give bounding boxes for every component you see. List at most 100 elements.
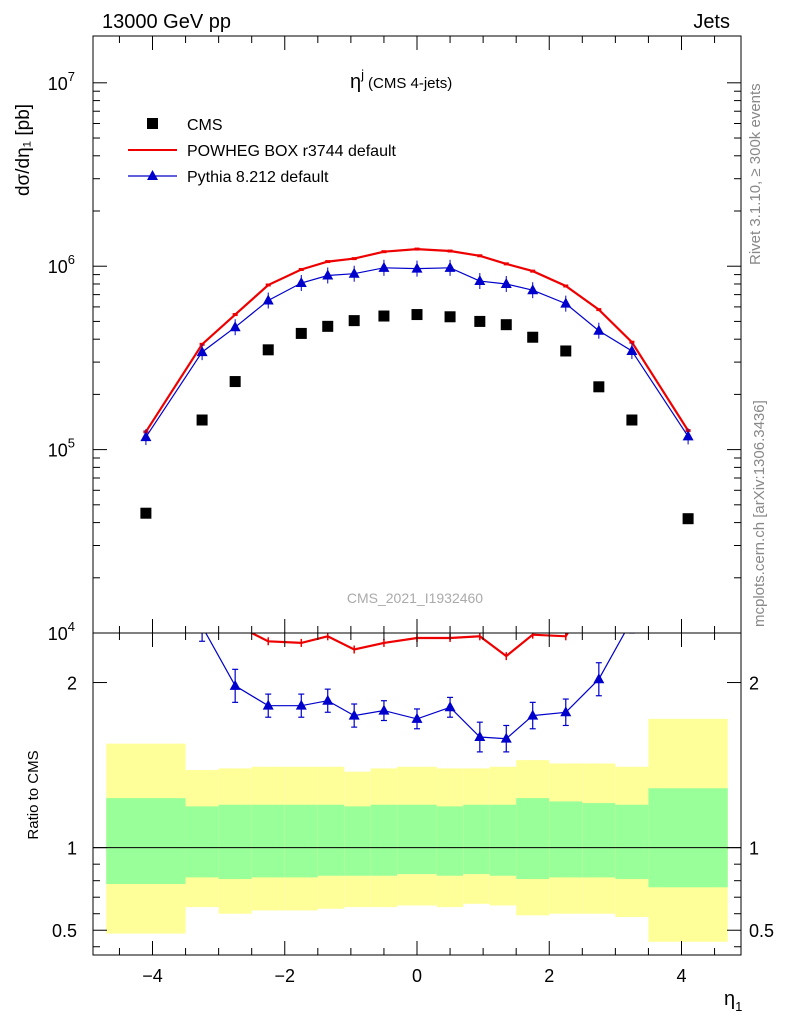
pythia-point bbox=[500, 277, 512, 288]
band-inner-bin bbox=[344, 806, 371, 876]
cms-point bbox=[196, 414, 208, 426]
pythia-point bbox=[229, 321, 241, 332]
legend-entry-powheg: POWHEG BOX r3744 default bbox=[128, 143, 397, 160]
watermark: CMS_2021_I1932460 bbox=[347, 590, 483, 606]
pythia-line bbox=[145, 267, 689, 438]
cms-point bbox=[500, 319, 512, 331]
band-inner-bin bbox=[185, 806, 219, 878]
main-ytick-label: 105 bbox=[48, 436, 75, 461]
cms-point bbox=[262, 344, 274, 356]
pythia-point bbox=[140, 431, 152, 442]
main-ytick-label: 104 bbox=[48, 619, 75, 644]
band-inner-bin bbox=[106, 798, 186, 884]
ratio-xtick-label: 2 bbox=[544, 966, 554, 986]
x-axis-label: η1 bbox=[724, 988, 742, 1014]
band-inner-bin bbox=[284, 804, 318, 878]
band-inner-bin bbox=[397, 804, 437, 875]
pythia-point bbox=[682, 430, 694, 441]
cms-point bbox=[348, 315, 360, 327]
band-inner-bin bbox=[489, 804, 517, 876]
cms-point bbox=[322, 320, 334, 332]
axis-ticks bbox=[93, 36, 741, 955]
band-inner-bin bbox=[648, 788, 728, 888]
cms-point bbox=[444, 311, 456, 323]
legend-label-cms: CMS bbox=[187, 117, 223, 134]
ratio-ytick-label-right: 1 bbox=[749, 839, 759, 859]
ratio-pythia-point bbox=[626, 614, 637, 624]
cms-point bbox=[295, 327, 307, 339]
pythia-point bbox=[295, 276, 307, 287]
band-inner-bin bbox=[463, 804, 490, 875]
ratio-uncertainty-bands bbox=[106, 718, 728, 942]
band-inner-bin bbox=[582, 803, 616, 878]
legend-entry-pythia: Pythia 8.212 default bbox=[128, 169, 329, 186]
legend-label-pythia: Pythia 8.212 default bbox=[187, 169, 329, 186]
ratio-pythia-point bbox=[378, 704, 390, 715]
pythia-point bbox=[626, 344, 638, 355]
plot-title-eta: η bbox=[350, 71, 361, 93]
band-inner-bin bbox=[317, 804, 345, 876]
cms-point bbox=[140, 507, 152, 519]
band-inner-bin bbox=[615, 804, 649, 880]
pythia-point bbox=[593, 324, 605, 335]
ratio-pythia-point bbox=[295, 699, 307, 710]
legend-marker-pythia bbox=[147, 170, 158, 180]
ratio-pythia-point bbox=[348, 709, 360, 720]
ratio-pythia-point bbox=[322, 694, 334, 705]
pythia-point bbox=[378, 261, 390, 272]
ratio-pythia-point bbox=[593, 673, 605, 684]
cms-point bbox=[411, 309, 423, 321]
ratio-ytick-label-left: 2 bbox=[67, 674, 77, 694]
ratio-pythia-point bbox=[262, 699, 274, 710]
ratio-pythia-point bbox=[411, 712, 423, 723]
band-inner-bin bbox=[370, 804, 398, 876]
ratio-pythia-point bbox=[229, 679, 241, 690]
ratio-ytick-label-left: 0.5 bbox=[52, 921, 77, 941]
ratio-xtick-label: 4 bbox=[676, 966, 686, 986]
ratio-ytick-label-right: 0.5 bbox=[749, 921, 774, 941]
ratio-pythia-point bbox=[683, 544, 694, 554]
ratio-pythia-point bbox=[140, 577, 151, 587]
pythia-point bbox=[262, 294, 274, 305]
ratio-pythia-point bbox=[500, 732, 512, 743]
band-inner-bin bbox=[251, 804, 285, 878]
legend-label-powheg: POWHEG BOX r3744 default bbox=[187, 143, 397, 160]
axis-labels: 104 105 106 107 −4 −2 0 2 4 0.5 0.5 1 1 2 2 bbox=[48, 69, 774, 986]
legend: CMS POWHEG BOX r3744 default Pythia 8.21… bbox=[128, 117, 397, 186]
header-right: Jets bbox=[693, 11, 730, 33]
header-left: 13000 GeV pp bbox=[102, 11, 231, 33]
plot-title-sup: j bbox=[360, 67, 364, 82]
ratio-pythia-point bbox=[527, 709, 539, 720]
cms-point bbox=[527, 331, 539, 343]
ratio-ytick-label-left: 1 bbox=[67, 839, 77, 859]
legend-entry-cms: CMS bbox=[147, 117, 223, 134]
band-inner-bin bbox=[516, 798, 550, 880]
ratio-pythia-point bbox=[444, 701, 456, 712]
main-series bbox=[140, 247, 694, 525]
legend-marker-cms bbox=[147, 118, 158, 129]
pythia-point bbox=[322, 269, 334, 280]
ratio-pythia-point bbox=[474, 731, 486, 742]
ratio-xtick-label: −4 bbox=[142, 966, 163, 986]
cms-point bbox=[474, 315, 486, 327]
rivet-label: Rivet 3.1.10, ≥ 300k events bbox=[747, 83, 764, 265]
pythia-point bbox=[444, 261, 456, 272]
plot-title-suffix: (CMS 4-jets) bbox=[368, 75, 452, 92]
main-ytick-label: 107 bbox=[48, 69, 75, 94]
band-inner-bin bbox=[549, 801, 583, 878]
cms-point bbox=[560, 345, 572, 357]
pythia-point bbox=[196, 346, 208, 357]
band-inner-bin bbox=[218, 804, 252, 880]
ratio-xtick-label: 0 bbox=[412, 966, 422, 986]
ratio-pythia-point bbox=[560, 706, 572, 717]
pythia-point bbox=[527, 284, 539, 295]
cms-point bbox=[229, 376, 241, 388]
main-ytick-label: 106 bbox=[48, 252, 75, 277]
pythia-point bbox=[411, 262, 423, 273]
band-inner-bin bbox=[436, 806, 464, 876]
ratio-ylabel: Ratio to CMS bbox=[25, 750, 42, 839]
plot-title: ηj (CMS 4-jets) bbox=[350, 67, 452, 93]
cms-point bbox=[682, 513, 694, 525]
pythia-point bbox=[560, 297, 572, 308]
